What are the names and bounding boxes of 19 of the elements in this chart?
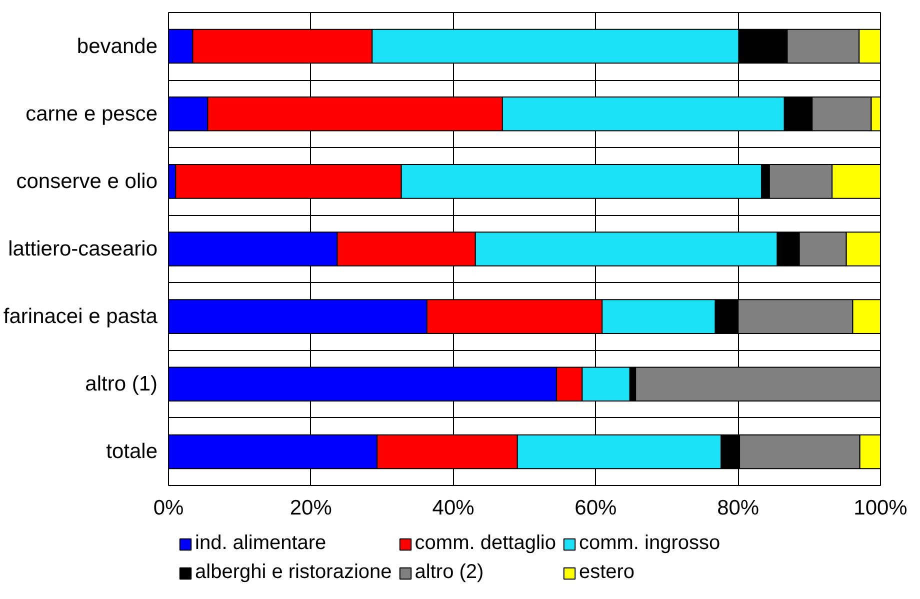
x-tick-label: 80% <box>717 496 760 520</box>
y-tick-label: carne e pesce <box>26 102 158 126</box>
x-tick-label: 0% <box>153 496 184 520</box>
legend-label: alberghi e ristorazione <box>195 561 392 584</box>
y-tick-label: conserve e olio <box>16 170 158 193</box>
x-tick-label: 100% <box>854 496 908 520</box>
x-tick-label: 60% <box>574 496 617 520</box>
y-tick-label: totale <box>106 440 158 464</box>
x-tick-label: 20% <box>290 496 332 520</box>
legend-label: comm. ingrosso <box>578 532 720 555</box>
legend-label: estero <box>578 561 635 584</box>
y-tick-label: farinacei e pasta <box>3 305 158 328</box>
legend-label: ind. alimentare <box>195 532 326 555</box>
legend-label: comm. dettaglio <box>414 532 556 555</box>
x-tick-label: 40% <box>432 496 474 520</box>
y-tick-label: bevande <box>76 34 158 58</box>
y-tick-label: altro (1) <box>85 372 158 396</box>
legend-label: altro (2) <box>414 561 484 584</box>
y-tick-label: lattiero-caseario <box>8 238 158 260</box>
